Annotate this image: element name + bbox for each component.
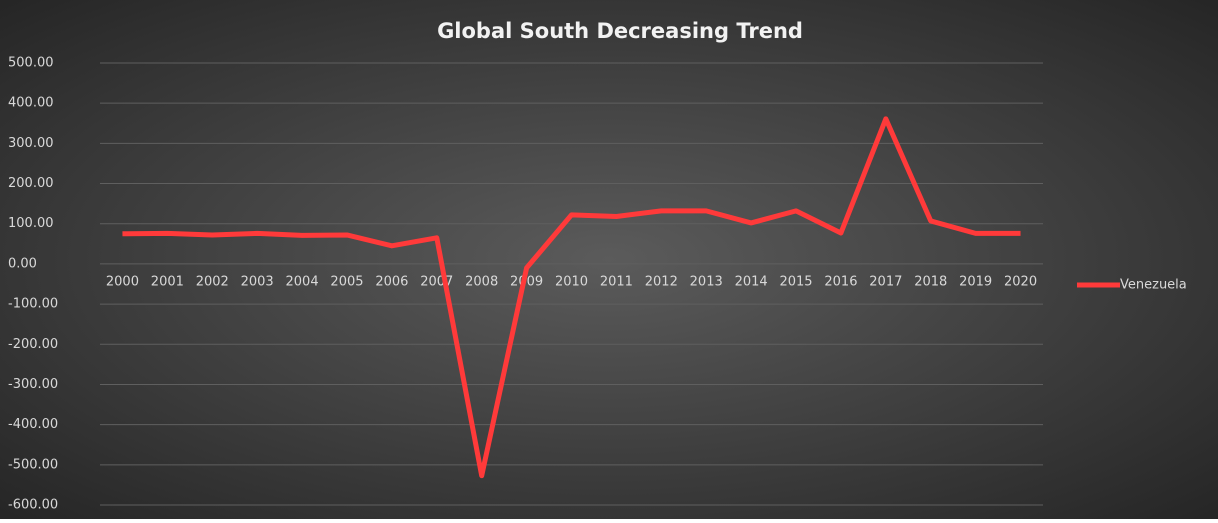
chart-title: Global South Decreasing Trend	[437, 19, 803, 43]
y-tick-label: -100.00	[8, 297, 58, 312]
x-tick-label: 2012	[645, 274, 678, 289]
legend-label: Venezuela	[1120, 278, 1187, 293]
x-tick-label: 2004	[286, 274, 319, 289]
y-tick-label: -400.00	[8, 417, 58, 432]
x-tick-label: 2015	[779, 274, 812, 289]
y-tick-label: 100.00	[8, 216, 54, 231]
x-tick-label: 2002	[196, 274, 229, 289]
x-tick-label: 2016	[824, 274, 857, 289]
x-tick-label: 2011	[600, 274, 633, 289]
x-tick-label: 2020	[1004, 274, 1037, 289]
x-tick-label: 2018	[914, 274, 947, 289]
y-tick-label: -500.00	[8, 457, 58, 472]
x-tick-label: 2009	[510, 274, 543, 289]
y-tick-label: 500.00	[8, 56, 54, 71]
x-tick-label: 2005	[330, 274, 363, 289]
x-tick-label: 2008	[465, 274, 498, 289]
x-tick-label: 2000	[106, 274, 139, 289]
x-tick-label: 2006	[375, 274, 408, 289]
x-tick-label: 2010	[555, 274, 588, 289]
x-tick-label: 2003	[241, 274, 274, 289]
y-tick-label: 200.00	[8, 176, 54, 191]
line	[122, 116, 1021, 479]
x-tick-label: 2014	[735, 274, 768, 289]
y-tick-label: -200.00	[8, 337, 58, 352]
x-tick-label: 2001	[151, 274, 184, 289]
x-tick-label: 2019	[959, 274, 992, 289]
y-tick-label: 300.00	[8, 136, 54, 151]
y-tick-label: -600.00	[8, 498, 58, 513]
y-tick-label: 400.00	[8, 96, 54, 111]
y-tick-label: 0.00	[8, 256, 37, 271]
x-tick-label: 2017	[869, 274, 902, 289]
y-tick-label: -300.00	[8, 377, 58, 392]
x-tick-label: 2013	[690, 274, 723, 289]
